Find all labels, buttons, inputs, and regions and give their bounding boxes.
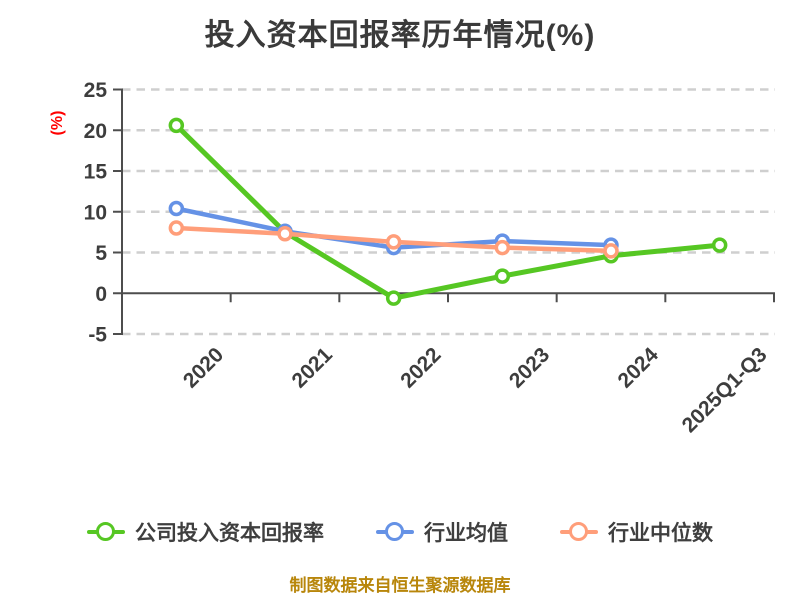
y-tick-label: 15	[84, 161, 108, 184]
data-point	[385, 290, 402, 306]
y-tick-label: -5	[88, 324, 107, 347]
y-tick-label: 10	[84, 201, 107, 224]
x-tick-label: 2021	[288, 343, 338, 393]
legend-item-industry-mean[interactable]: 行业均值	[376, 517, 508, 547]
legend-marker-green-icon	[87, 522, 125, 542]
x-tick-label: 2024	[614, 343, 664, 393]
data-point	[168, 200, 185, 217]
data-point	[277, 226, 293, 242]
series-line-0	[173, 122, 723, 301]
data-source-note: 制图数据来自恒生聚源数据库	[289, 576, 511, 595]
legend-item-industry-median[interactable]: 行业中位数	[560, 517, 713, 547]
chart-title: 投入资本回报率历年情况(%)	[204, 19, 596, 52]
legend-label: 行业均值	[424, 522, 508, 545]
y-tick-label: 20	[84, 120, 107, 143]
data-point	[603, 243, 619, 259]
legend: 公司投入资本回报率 行业均值 行业中位数	[0, 517, 800, 547]
legend-label: 公司投入资本回报率	[135, 522, 324, 545]
y-tick-label: 25	[84, 79, 108, 102]
legend-marker-orange-icon	[560, 522, 598, 542]
data-point	[168, 117, 185, 134]
y-tick-label: 5	[95, 242, 107, 265]
data-point	[168, 220, 185, 236]
x-tick-label: 2023	[505, 343, 554, 392]
x-tick-label: 2022	[396, 343, 445, 392]
x-tick-label: 2025Q1-Q3	[678, 343, 772, 437]
data-point	[494, 268, 511, 284]
data-point	[711, 237, 728, 253]
data-point	[494, 239, 511, 256]
legend-marker-blue-icon	[376, 522, 414, 542]
y-tick-label: 0	[95, 283, 107, 306]
x-tick-label: 2020	[179, 343, 228, 392]
legend-item-company-roic[interactable]: 公司投入资本回报率	[87, 517, 324, 547]
plot-area: 25 20 15 10 5 0 -5 2020 2021 2022 2023 2024 2025Q1-Q…	[84, 79, 775, 437]
legend-label: 行业中位数	[608, 522, 713, 545]
data-point	[385, 234, 402, 250]
